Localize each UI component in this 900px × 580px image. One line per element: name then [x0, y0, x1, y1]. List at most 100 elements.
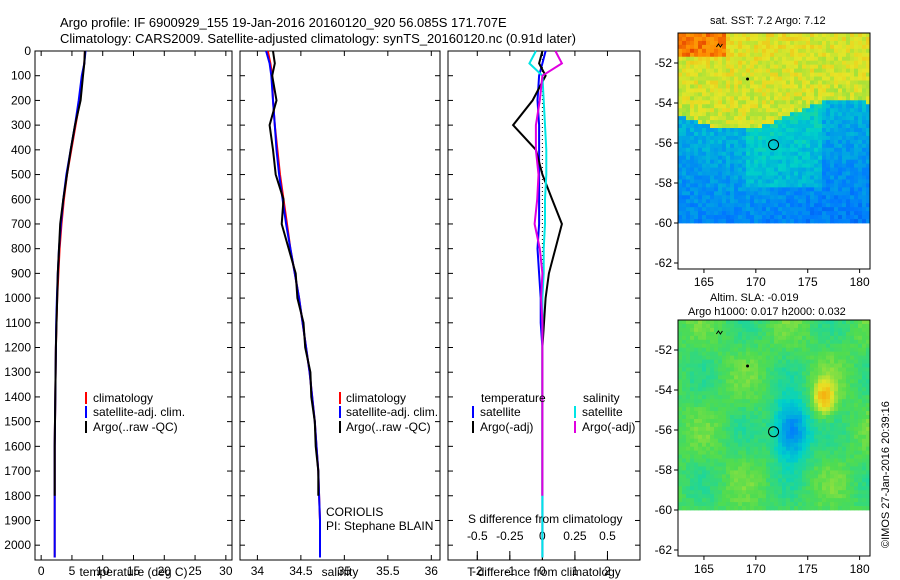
title-line-2: Climatology: CARS2009. Satellite-adjuste… [60, 31, 576, 46]
plot-frame [239, 50, 441, 561]
x-tick-label: 34 [251, 564, 265, 578]
lon-tick-label: 165 [694, 275, 714, 289]
y-tick-label: 1400 [4, 390, 31, 404]
x-tick-label: 10 [96, 564, 110, 578]
lat-tick-label: -56 [655, 136, 673, 150]
map-frame [677, 319, 871, 557]
legend-satellite-adj-sal: satellite-adj. clim. [346, 405, 438, 419]
x-tick-label: 5 [69, 564, 76, 578]
track-marker [715, 330, 723, 335]
x-tick-label: -2 [472, 564, 483, 578]
lat-tick-label: -52 [655, 343, 673, 357]
sla-map: 165 170 175 180 -52 -54 -56 -58 -60 -62 [655, 319, 871, 576]
temperature-panel: 0 5 10 15 20 25 300100200300400500600700800900… [4, 44, 233, 579]
y-tick-label: 900 [11, 266, 31, 280]
y-tick-label: 400 [11, 143, 31, 157]
x2-tick-label: -0.5 [467, 529, 488, 543]
lat-tick-label: -52 [655, 56, 673, 70]
lon-tick-label: 165 [694, 562, 714, 576]
lon-tick-label: 180 [850, 275, 870, 289]
legend-argo-raw-sal: Argo(..raw -QC) [346, 420, 431, 434]
lat-tick-label: -62 [655, 543, 673, 557]
x2-tick-label: 0.5 [599, 529, 616, 543]
lat-tick-label: -62 [655, 256, 673, 270]
pi-label: PI: Stephane BLAIN [326, 519, 433, 533]
y-tick-label: 600 [11, 192, 31, 206]
y-tick-label: 1900 [4, 513, 31, 527]
legend-climatology: climatology [93, 391, 153, 405]
x2-tick-label: 0.25 [563, 529, 587, 543]
x-tick-label: -1 [504, 564, 515, 578]
lat-tick-label: -58 [655, 176, 673, 190]
legend-temperature-heading: temperature [481, 391, 546, 405]
x-tick-label: 15 [127, 564, 141, 578]
lat-tick-label: -60 [655, 216, 673, 230]
plot-frame [447, 50, 641, 561]
heatmap-field [678, 33, 871, 224]
x-tick-label: 25 [188, 564, 202, 578]
y-tick-label: 2000 [4, 538, 31, 552]
copyright-label: ©IMOS 27-Jan-2016 20:39:16 [880, 401, 892, 548]
x-tick-label: 2 [604, 564, 611, 578]
y-tick-label: 1100 [5, 316, 31, 330]
x-tick-label: 34.5 [289, 564, 313, 578]
x-tick-label: 20 [158, 564, 172, 578]
y-tick-label: 300 [11, 118, 31, 132]
legend-sal-satellite: satellite [582, 405, 623, 419]
temperature-legend: climatology satellite-adj. clim. Argo(..… [85, 391, 185, 434]
series-line [268, 50, 320, 496]
sst-map-title: sat. SST: 7.2 Argo: 7.12 [710, 15, 826, 27]
x-tick-label: 30 [219, 564, 233, 578]
series-line [533, 50, 564, 496]
y-tick-label: 800 [11, 242, 31, 256]
y-tick-label: 700 [11, 217, 31, 231]
s-diff-label: S difference from climatology [468, 512, 623, 526]
y-tick-label: 1200 [4, 341, 31, 355]
sla-map-title-1: Altim. SLA: -0.019 [710, 292, 799, 304]
series-line [53, 50, 86, 496]
x-axis-label: temperature (deg C) [79, 565, 187, 579]
salinity-panel: 34 34.5 35 35.5 36 salinity [239, 50, 441, 579]
x-tick-label: 0 [38, 564, 45, 578]
x-tick-label: 35.5 [376, 564, 400, 578]
float-position-marker [768, 426, 780, 438]
x-tick-label: 0 [539, 564, 546, 578]
y-tick-label: 100 [11, 69, 31, 83]
track-marker [715, 43, 723, 48]
y-tick-label: 200 [11, 93, 31, 107]
x2-tick-label: -0.25 [496, 529, 524, 543]
track-point [746, 77, 750, 81]
legend-salinity-heading: salinity [583, 391, 620, 405]
y-tick-label: 0 [24, 44, 31, 58]
y-tick-label: 500 [11, 168, 31, 182]
x-axis-label: T difference from climatology [467, 565, 621, 579]
legend-temp-argo: Argo(-adj) [480, 420, 533, 434]
y-tick-label: 1600 [4, 439, 31, 453]
legend-climatology-sal: climatology [346, 391, 406, 405]
y-tick-label: 1000 [4, 291, 31, 305]
lat-tick-label: -58 [655, 463, 673, 477]
lon-tick-label: 170 [746, 275, 766, 289]
lon-tick-label: 170 [746, 562, 766, 576]
institution-label: CORIOLIS [326, 505, 383, 519]
legend-satellite-adj: satellite-adj. clim. [93, 405, 185, 419]
heatmap-field [678, 320, 871, 511]
x-tick-label: 1 [572, 564, 579, 578]
x-tick-label: 35 [338, 564, 352, 578]
salinity-legend: climatology satellite-adj. clim. Argo(..… [339, 391, 438, 434]
lat-tick-label: -54 [655, 383, 673, 397]
legend-temp-satellite: satellite [480, 405, 521, 419]
lat-tick-label: -54 [655, 96, 673, 110]
legend-argo-raw: Argo(..raw -QC) [93, 420, 178, 434]
legend-sal-argo: Argo(-adj) [582, 420, 635, 434]
sst-map: 165 170 175 180 -52 -54 -56 -58 -60 -62 [655, 32, 871, 289]
difference-legend: temperature satellite Argo(-adj) salinit… [472, 391, 635, 434]
lat-tick-label: -56 [655, 423, 673, 437]
lon-tick-label: 175 [798, 275, 818, 289]
lat-tick-label: -60 [655, 503, 673, 517]
sla-map-title-2: Argo h1000: 0.017 h2000: 0.032 [688, 306, 846, 318]
y-tick-label: 1800 [4, 489, 31, 503]
x-axis-label: salinity [322, 565, 359, 579]
